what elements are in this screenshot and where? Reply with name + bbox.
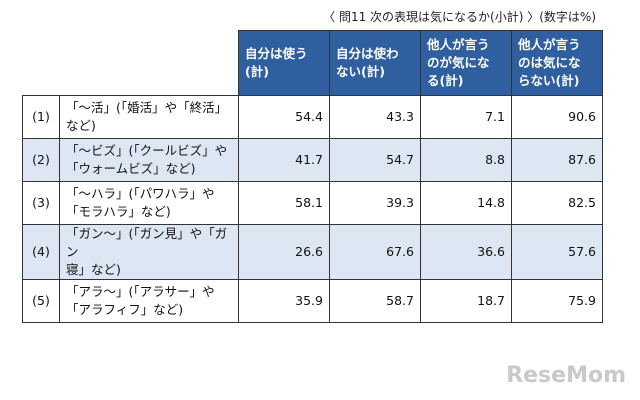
value-cell: 82.5 [511,181,603,225]
value-cell: 14.8 [420,181,512,225]
row-number: (2) [22,138,60,182]
row-label: 「～活」(「婚活」や「終活」 など) [59,95,239,139]
header-cell: 他人が言う のは気にな らない(計) [511,30,603,96]
value-cell: 43.3 [329,95,421,139]
row: (1) 「～活」(「婚活」や「終活」 など) 54.4 43.3 7.1 90.6 [22,95,603,139]
caption: 〈 問11 次の表現は気になるか(小計) 〉(数字は%) [323,10,596,24]
row-label: 「～ビズ」(「クールビズ」や 「ウォームビズ」など) [59,138,239,182]
value-cell: 36.6 [420,224,512,280]
header-cell: 他人が言う のが気にな る(計) [420,30,512,96]
value-cell: 7.1 [420,95,512,139]
row-number: (3) [22,181,60,225]
value-cell: 8.8 [420,138,512,182]
row: (4) 「ガン～」(「ガン見」や「ガン 寝」など) 26.6 67.6 36.6 57.6 [22,224,603,280]
value-cell: 26.6 [238,224,330,280]
value-cell: 57.6 [511,224,603,280]
row-number: (1) [22,95,60,139]
row-label: 「～ハラ」(「パワハラ」や 「モラハラ」など) [59,181,239,225]
row-number: (5) [22,279,60,323]
value-cell: 41.7 [238,138,330,182]
value-cell: 54.7 [329,138,421,182]
row: (2) 「～ビズ」(「クールビズ」や 「ウォームビズ」など) 41.7 54.7 8.8… [22,138,603,182]
header-row: 自分は使う (計) 自分は使わ ない(計) 他人が言う のが気にな る(計) 他人が言… [22,30,603,96]
value-cell: 67.6 [329,224,421,280]
row-label: 「アラ～」(「アラサー」や 「アラフィフ」など) [59,279,239,323]
value-cell: 39.3 [329,181,421,225]
value-cell: 18.7 [420,279,512,323]
value-cell: 58.1 [238,181,330,225]
row-label: 「ガン～」(「ガン見」や「ガン 寝」など) [59,224,239,280]
watermark: ReseMom [506,363,626,388]
row: (5) 「アラ～」(「アラサー」や 「アラフィフ」など) 35.9 58.7 18.7 7… [22,279,603,323]
table: 自分は使う (計) 自分は使わ ない(計) 他人が言う のが気にな る(計) 他人が言… [22,30,603,323]
header-cell: 自分は使う (計) [238,30,330,96]
value-cell: 87.6 [511,138,603,182]
value-cell: 90.6 [511,95,603,139]
blank-cell [22,30,239,96]
value-cell: 35.9 [238,279,330,323]
row: (3) 「～ハラ」(「パワハラ」や 「モラハラ」など) 58.1 39.3 14.8 82… [22,181,603,225]
value-cell: 58.7 [329,279,421,323]
header-cell: 自分は使わ ない(計) [329,30,421,96]
value-cell: 75.9 [511,279,603,323]
row-number: (4) [22,224,60,280]
value-cell: 54.4 [238,95,330,139]
